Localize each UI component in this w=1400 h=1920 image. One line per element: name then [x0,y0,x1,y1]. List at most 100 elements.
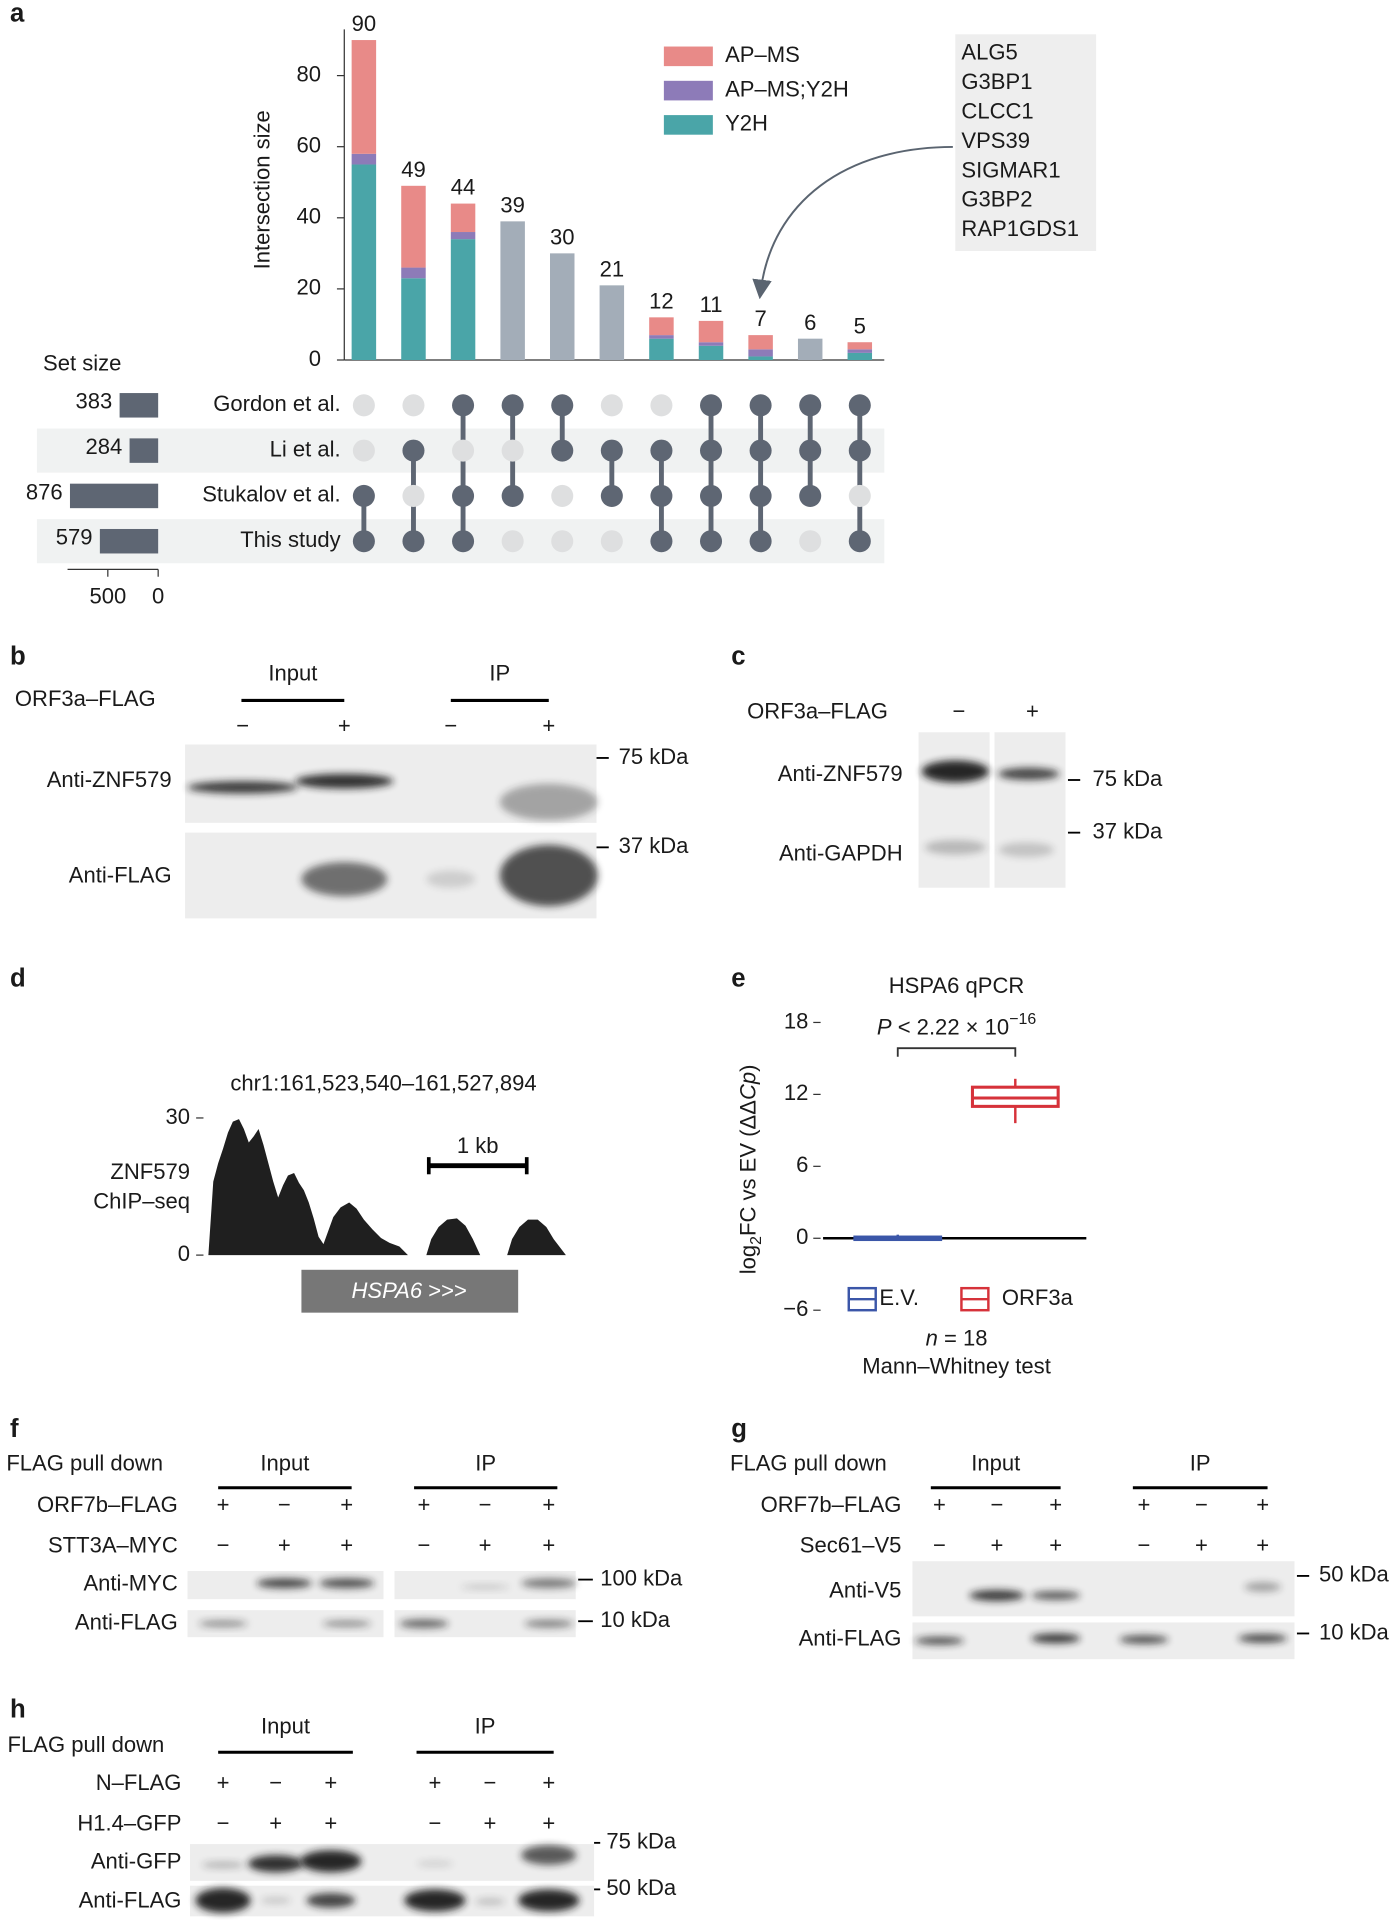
membership-dot [848,484,871,507]
blot-band [998,842,1054,858]
p-label: P < 2.22 × 10−16 [877,1011,1036,1039]
track-label: ZNF579 [110,1159,190,1184]
blot-band [201,1861,245,1868]
condition-sign: − [479,1492,492,1517]
bar-total-label: 49 [401,157,426,182]
callout-item: G3BP1 [961,69,1032,94]
membership-dot [452,394,475,417]
box-title: HSPA6 qPCR [889,973,1025,998]
blot-title: FLAG pull down [730,1450,887,1475]
panel-label: d [10,964,26,992]
callout-item: G3BP2 [961,187,1032,212]
panel-label: c [731,642,745,670]
y-tick-label: 6 [796,1152,808,1177]
condition-label: ORF7b–FLAG [37,1492,178,1517]
group-label: IP [489,661,510,686]
membership-dot [749,530,772,553]
membership-dot [501,394,524,417]
n-label: n = 18 [926,1325,988,1350]
gene-label: HSPA6 >>> [352,1278,467,1303]
marker-label: 37 kDa [619,833,690,858]
n-value: = 18 [938,1325,988,1350]
legend-label: E.V. [879,1285,919,1310]
bar-total-label: 12 [649,288,674,313]
callout-item: SIGMAR1 [961,157,1060,182]
y-tick-label: 0 [796,1224,808,1249]
membership-dot [600,394,623,417]
marker-label: 100 kDa [600,1565,683,1590]
condition-sign: + [1049,1532,1062,1557]
membership-dot [799,530,822,553]
condition-sign: − [484,1770,497,1795]
membership-dot [352,484,375,507]
gene-name: HSPA6 [352,1278,423,1303]
blot-band [969,1590,1025,1602]
set-name: Gordon et al. [213,391,340,416]
condition-sign: + [1049,1492,1062,1517]
group-label: Input [971,1450,1020,1475]
condition-sign: − [991,1492,1004,1517]
condition-sign: − [1195,1492,1208,1517]
bar-segment [649,335,674,339]
blot-band [499,783,598,821]
bar-segment [351,153,377,165]
group-label: IP [1190,1450,1211,1475]
condition-sign: − [933,1532,946,1557]
y-tick-label: 30 [165,1104,190,1129]
bar-segment [450,239,476,360]
marker-label: 75 kDa [1092,766,1163,791]
bar-total-label: 21 [600,256,625,281]
condition-sign: − [428,1810,441,1835]
y-label-part: FC vs EV (ΔΔ [735,1100,760,1236]
bar-total-label: 7 [754,306,766,331]
bar-segment [847,342,873,350]
blot-band [1031,1591,1081,1600]
condition-sign: + [269,1810,282,1835]
legend-swatch [663,115,713,135]
callout-item: RAP1GDS1 [961,216,1079,241]
bar-total-label: 30 [550,224,575,249]
membership-dot [650,394,673,417]
bar-total-label: 90 [352,11,377,36]
bar-segment [748,349,773,357]
bar-segment [401,278,426,360]
bar-segment [401,185,426,268]
bar-total-label: 5 [854,313,866,338]
y-tick-label: 40 [297,204,322,229]
condition-sign: + [428,1770,441,1795]
gene-direction: >>> [422,1278,467,1303]
p-exponent: −16 [1009,1011,1036,1028]
membership-dot [352,439,375,462]
condition-sign: + [278,1532,291,1557]
gene-box [301,1269,519,1313]
set-name: Stukalov et al. [202,482,340,507]
membership-dot [749,394,772,417]
set-size-label: 876 [26,479,63,504]
p-bracket [896,1047,1017,1057]
condition-sign: + [217,1770,230,1795]
condition-label: STT3A–MYC [48,1532,178,1557]
group-label: IP [475,1714,496,1739]
bar-segment [450,232,476,240]
membership-dot [848,394,871,417]
blot-band [924,840,986,855]
set-size-label: 284 [85,434,122,459]
callout-item: ALG5 [961,40,1017,65]
bar-segment [649,338,674,360]
bar [500,221,525,360]
condition-sign: + [340,1492,353,1517]
blot-band [426,870,476,888]
membership-dot [501,530,524,553]
callout-box [955,34,1097,252]
membership-dot [700,530,723,553]
blot-band [319,1578,375,1589]
blot-band [998,767,1060,780]
legend-label: AP–MS [725,42,800,67]
legend-swatch [663,80,713,101]
blot-band [921,760,989,783]
antibody-label: Anti-ZNF579 [47,767,172,792]
y-label-part: log [735,1245,760,1274]
membership-dot [551,484,574,507]
blot-band [1238,1634,1288,1643]
membership-dot [402,394,425,417]
